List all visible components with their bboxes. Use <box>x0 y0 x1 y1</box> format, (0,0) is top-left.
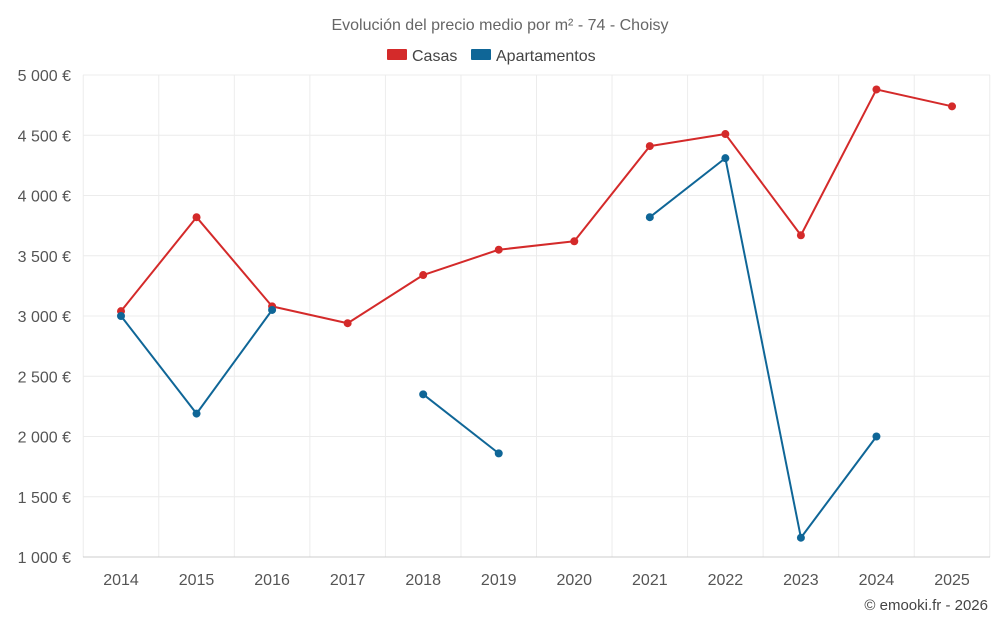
legend-label-apartamentos: Apartamentos <box>496 48 596 65</box>
data-point-casas[interactable] <box>948 102 956 111</box>
credit-text: © emooki.fr - 2026 <box>864 597 988 614</box>
x-tick-label: 2024 <box>859 572 895 589</box>
chart-title: Evolución del precio medio por m² - 74 -… <box>331 17 668 34</box>
data-point-casas[interactable] <box>721 130 730 139</box>
x-tick-label: 2016 <box>254 572 290 589</box>
data-point-apartamentos[interactable] <box>796 533 805 542</box>
data-point-casas[interactable] <box>796 231 805 240</box>
y-tick-label: 5 000 € <box>18 68 71 85</box>
data-point-casas[interactable] <box>343 319 352 328</box>
data-point-casas[interactable] <box>645 142 654 151</box>
data-point-casas[interactable] <box>192 213 201 222</box>
x-tick-label: 2020 <box>556 572 592 589</box>
data-point-apartamentos[interactable] <box>645 213 654 222</box>
legend-swatch-apartamentos <box>471 49 491 60</box>
data-point-apartamentos[interactable] <box>268 305 277 314</box>
x-tick-label: 2019 <box>481 572 517 589</box>
data-point-apartamentos[interactable] <box>872 432 881 441</box>
x-tick-label: 2015 <box>179 572 215 589</box>
x-tick-label: 2023 <box>783 572 819 589</box>
y-tick-label: 1 500 € <box>18 490 71 507</box>
y-tick-label: 4 500 € <box>18 128 71 145</box>
data-point-apartamentos[interactable] <box>494 449 503 458</box>
legend-item-apartamentos[interactable]: Apartamentos <box>471 48 596 65</box>
x-tick-label: 2022 <box>708 572 744 589</box>
data-point-apartamentos[interactable] <box>117 312 125 320</box>
data-point-apartamentos[interactable] <box>419 390 428 399</box>
data-point-apartamentos[interactable] <box>192 409 201 418</box>
data-point-casas[interactable] <box>494 245 503 254</box>
x-tick-label: 2018 <box>405 572 441 589</box>
data-point-casas[interactable] <box>570 237 579 246</box>
legend-swatch-casas <box>387 49 407 60</box>
y-tick-label: 3 000 € <box>18 309 71 326</box>
data-point-apartamentos[interactable] <box>721 154 730 163</box>
y-tick-label: 2 000 € <box>18 430 71 447</box>
series-line-apartamentos <box>649 157 878 539</box>
series-line-casas <box>120 88 953 325</box>
series-line-apartamentos <box>422 393 500 455</box>
legend-label-casas: Casas <box>412 48 457 65</box>
x-tick-label: 2017 <box>330 572 366 589</box>
x-tick-label: 2014 <box>103 572 139 589</box>
y-tick-label: 1 000 € <box>18 550 71 567</box>
series-line-apartamentos <box>120 309 273 415</box>
x-axis-ticks: 2014 2015 2016 2017 2018 2019 2020 2021 2022 2023… <box>103 572 970 589</box>
legend: Casas Apartamentos <box>387 48 596 65</box>
x-tick-label: 2021 <box>632 572 668 589</box>
data-point-casas[interactable] <box>419 271 428 280</box>
x-tick-label: 2025 <box>934 572 970 589</box>
y-tick-label: 2 500 € <box>18 369 71 386</box>
y-tick-label: 4 000 € <box>18 189 71 206</box>
series-apartamentos <box>117 154 881 542</box>
series <box>117 85 956 542</box>
legend-item-casas[interactable]: Casas <box>387 48 457 65</box>
y-tick-label: 3 500 € <box>18 249 71 266</box>
grid <box>82 74 991 558</box>
y-axis-ticks: 1 000 € 1 500 € 2 000 € 2 500 € 3 000 € 3 500… <box>18 68 71 567</box>
data-point-casas[interactable] <box>872 85 881 94</box>
